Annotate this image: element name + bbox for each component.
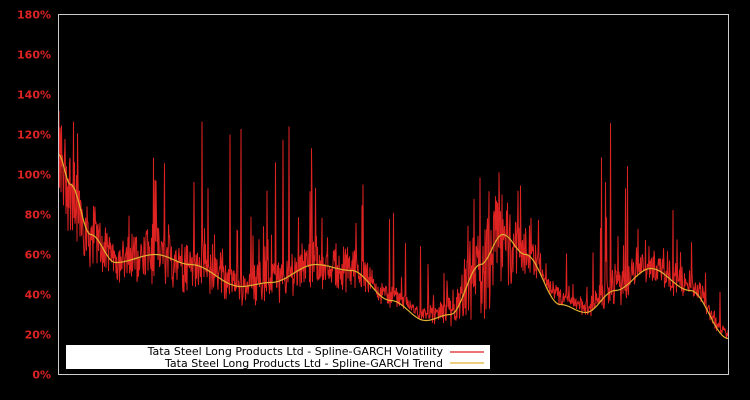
y-tick-label: 20% xyxy=(25,329,51,342)
volatility-line xyxy=(58,110,729,340)
y-tick-label: 100% xyxy=(17,169,51,182)
y-tick-label: 120% xyxy=(17,129,51,142)
legend-box xyxy=(66,345,490,369)
y-axis-ticks: 0% 20% 40% 60% 80% 100% 120% 140% 160% 180% xyxy=(17,9,51,382)
legend-label-volatility: Tata Steel Long Products Ltd - Spline-GA… xyxy=(147,345,444,358)
plot-frame xyxy=(58,14,729,375)
y-tick-label: 80% xyxy=(25,209,51,222)
y-tick-label: 160% xyxy=(17,49,51,62)
legend-label-trend: Tata Steel Long Products Ltd - Spline-GA… xyxy=(164,357,443,370)
trend-line xyxy=(58,154,729,340)
y-tick-label: 140% xyxy=(17,89,51,102)
volatility-series xyxy=(58,110,729,340)
y-tick-label: 180% xyxy=(17,9,51,22)
y-tick-label: 40% xyxy=(25,289,51,302)
y-tick-label: 0% xyxy=(32,369,51,382)
legend: Tata Steel Long Products Ltd - Spline-GA… xyxy=(66,345,490,370)
y-tick-label: 60% xyxy=(25,249,51,262)
